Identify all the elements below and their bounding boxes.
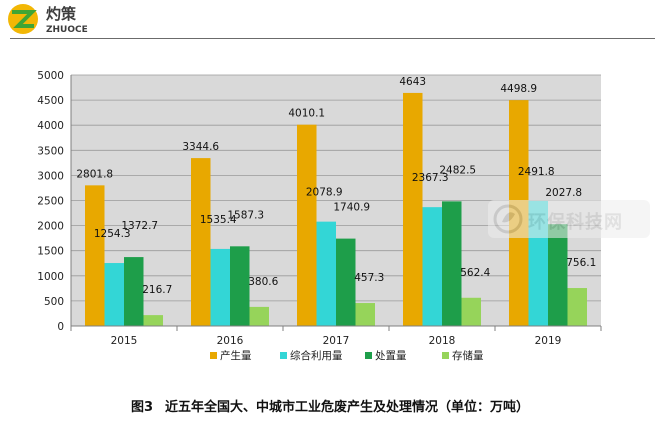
- legend-swatch: [280, 352, 287, 359]
- data-label: 457.3: [354, 272, 384, 284]
- data-label: 2078.9: [306, 187, 343, 199]
- data-label: 2491.8: [518, 166, 555, 178]
- figure-caption-text: 近五年全国大、中城市工业危废产生及处理情况（单位：万吨）: [165, 400, 530, 415]
- y-tick-label: 0: [57, 321, 64, 333]
- bar: [316, 221, 336, 326]
- bar: [355, 303, 375, 326]
- x-axis-ticks: 2015 2016 2017 2018 2019: [70, 326, 602, 347]
- data-label: 2801.8: [76, 168, 113, 180]
- y-tick-label: 1500: [37, 246, 64, 258]
- x-tick-label: 2016: [217, 335, 244, 347]
- y-tick-label: 2000: [37, 221, 64, 233]
- logo-text-cn: 灼策: [46, 5, 77, 23]
- x-tick-label: 2019: [535, 335, 562, 347]
- legend-label: 存储量: [452, 349, 484, 362]
- logo-text-en: ZHUOCE: [46, 25, 88, 35]
- legend: 产生量 综合利用量 处置量 存储量: [210, 349, 484, 362]
- data-label: 2367.3: [412, 172, 449, 184]
- data-label: 562.4: [460, 267, 490, 279]
- legend-swatch: [442, 352, 449, 359]
- bar: [336, 238, 356, 326]
- legend-label: 处置量: [375, 350, 407, 362]
- watermark-icon: [493, 204, 523, 234]
- x-tick-label: 2015: [111, 335, 138, 347]
- data-label: 4498.9: [500, 83, 537, 95]
- bar: [567, 288, 587, 326]
- legend-label: 综合利用量: [290, 349, 343, 362]
- data-label: 216.7: [142, 284, 172, 296]
- legend-swatch: [365, 352, 372, 359]
- legend-label: 产生量: [220, 349, 252, 362]
- bar: [249, 306, 269, 326]
- bar: [210, 248, 230, 326]
- data-label: 1254.3: [94, 228, 131, 240]
- bar: [461, 297, 481, 326]
- header-divider: [10, 38, 655, 39]
- legend-swatch: [210, 352, 217, 359]
- y-tick-label: 2500: [37, 196, 64, 208]
- bar: [422, 207, 442, 326]
- data-label: 2482.5: [439, 164, 476, 176]
- x-tick-label: 2018: [429, 335, 456, 347]
- data-label: 3344.6: [182, 141, 219, 153]
- bar: [403, 92, 423, 326]
- y-tick-label: 5000: [37, 70, 64, 82]
- bar: [143, 315, 163, 326]
- y-tick-label: 500: [44, 296, 64, 308]
- bar: [124, 257, 144, 326]
- y-tick-label: 3000: [37, 170, 64, 182]
- data-label: 1372.7: [121, 220, 158, 232]
- bar: [104, 263, 124, 326]
- data-label: 1535.4: [200, 214, 237, 226]
- watermark-icon-leaf: [502, 212, 515, 223]
- data-label: 4010.1: [288, 108, 325, 120]
- zhuoce-logo: 灼策 ZHUOCE: [8, 4, 88, 35]
- y-tick-label: 3500: [37, 145, 64, 157]
- y-tick-label: 1000: [37, 271, 64, 283]
- data-label: 756.1: [566, 257, 596, 269]
- y-tick-label: 4000: [37, 120, 64, 132]
- watermark-bg: [488, 200, 650, 238]
- watermark: 环保科技网: [488, 200, 650, 238]
- bar: [442, 201, 462, 326]
- y-tick-label: 4500: [37, 95, 64, 107]
- data-label: 380.6: [248, 276, 278, 288]
- figure-caption: 图3 近五年全国大、中城市工业危废产生及处理情况（单位：万吨）: [0, 396, 660, 415]
- bar: [230, 246, 250, 326]
- bar: [297, 124, 317, 326]
- data-label: 4643: [399, 76, 426, 88]
- bar: [191, 158, 211, 326]
- data-label: 1587.3: [227, 209, 264, 221]
- data-label: 2027.8: [545, 187, 582, 199]
- watermark-text: 环保科技网: [528, 212, 623, 233]
- data-label: 1740.9: [333, 202, 370, 214]
- y-axis-ticks: 0 500 1000 1500 2000 2500 3000 3500 4000 4500 5000: [37, 70, 64, 333]
- header: 灼策 ZHUOCE: [0, 0, 660, 40]
- bar: [548, 224, 568, 326]
- bar: [85, 185, 105, 326]
- logo-mark-green: [12, 10, 37, 28]
- figure-number: 图3: [130, 400, 154, 415]
- x-tick-label: 2017: [323, 335, 350, 347]
